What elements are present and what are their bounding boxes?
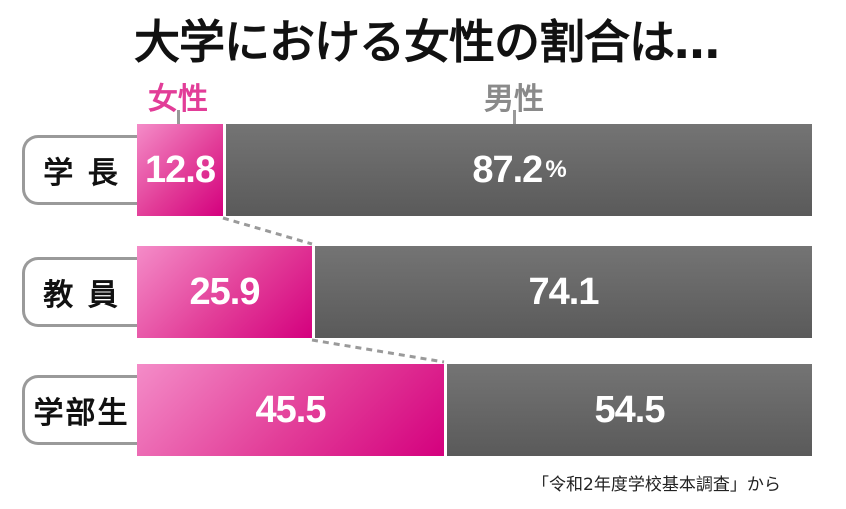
- category-label: 学 長: [22, 135, 138, 205]
- connector-line: [222, 216, 313, 246]
- bar-male: 74.1: [312, 246, 812, 338]
- data-label-female: 12.8: [145, 148, 216, 191]
- bar-female: 12.8: [137, 124, 223, 216]
- bar-male: 54.5: [444, 364, 812, 456]
- percent-unit: %: [545, 156, 566, 183]
- data-label-male: 54.5: [594, 388, 666, 431]
- data-label-male: 87.2: [472, 148, 543, 191]
- chart-title: 大学における女性の割合は…: [134, 15, 720, 69]
- connector-line: [311, 338, 445, 364]
- source-note: 「令和2年度学校基本調査」から: [532, 475, 781, 495]
- bar-female: 25.9: [137, 246, 312, 338]
- data-label-female: 25.9: [189, 270, 261, 313]
- category-label: 教 員: [22, 257, 138, 327]
- bar-male: 87.2%: [223, 124, 812, 216]
- data-label-male: 74.1: [528, 270, 600, 313]
- category-label: 学部生: [22, 375, 138, 445]
- bar-female: 45.5: [137, 364, 444, 456]
- data-label-female: 45.5: [255, 388, 327, 431]
